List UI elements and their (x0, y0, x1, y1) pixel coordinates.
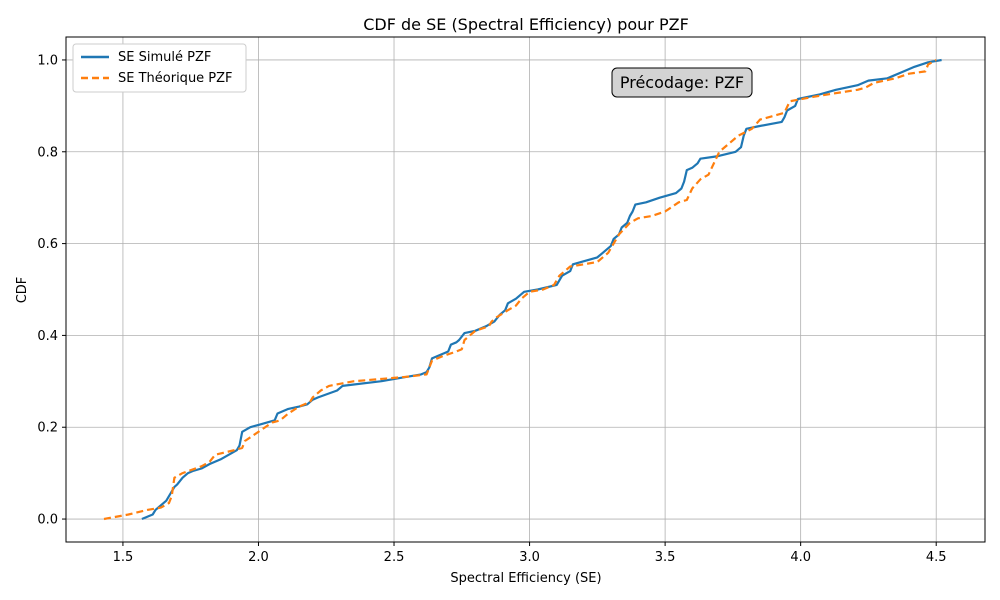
y-tick-label: 0.4 (37, 329, 58, 344)
legend-label-simule: SE Simulé PZF (118, 50, 211, 65)
x-tick-label: 4.0 (790, 550, 811, 565)
x-tick-label: 2.5 (384, 550, 405, 565)
x-tick-label: 1.5 (113, 550, 134, 565)
annotation-box: Précodage: PZF (611, 67, 753, 98)
y-axis-label: CDF (15, 277, 30, 304)
x-tick-label: 2.0 (248, 550, 269, 565)
legend-label-theorique: SE Théorique PZF (118, 71, 233, 86)
grid (66, 37, 985, 542)
series-line-theorique (103, 59, 937, 521)
x-tick-label: 3.5 (655, 550, 676, 565)
x-tick-label: 3.0 (519, 550, 540, 565)
y-tick-label: 0.2 (37, 421, 58, 436)
plot-frame (65, 36, 986, 543)
y-tick-label: 0.0 (37, 513, 58, 528)
y-tick-label: 0.8 (37, 145, 58, 160)
y-tick-label: 1.0 (37, 53, 58, 68)
plot-area (103, 58, 942, 521)
chart-title: CDF de SE (Spectral Efficiency) pour PZF (363, 15, 689, 34)
x-axis-label: Spectral Efficiency (SE) (450, 571, 601, 586)
series-line-simule (141, 58, 942, 521)
y-tick-label: 0.6 (37, 237, 58, 252)
annotation-text: Précodage: PZF (620, 73, 744, 92)
legend: SE Simulé PZF SE Théorique PZF (72, 43, 247, 93)
x-tick-label: 4.5 (926, 550, 947, 565)
axis-ticks: 1.5 2.0 2.5 3.0 3.5 4.0 4.5 0.0 0.2 0.4 0.6 0.8 1.0 (37, 53, 946, 565)
